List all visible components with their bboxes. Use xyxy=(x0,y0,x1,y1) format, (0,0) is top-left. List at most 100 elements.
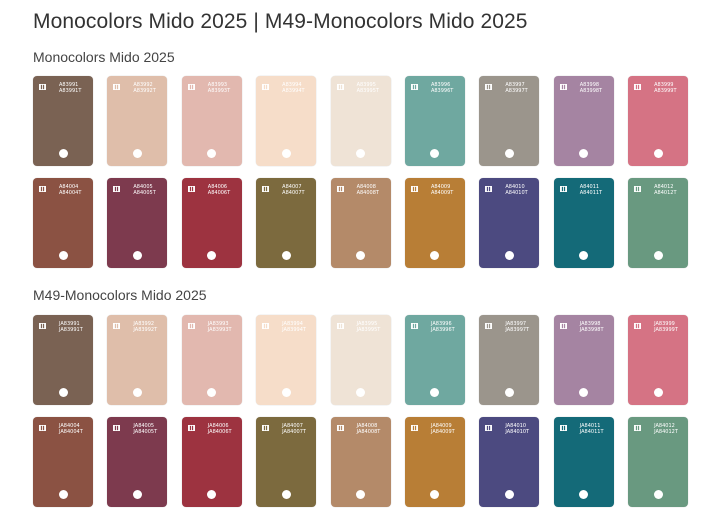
swatch-codes: A84006 A84006T xyxy=(208,184,230,196)
swatch-codes: A83999 A83999T xyxy=(654,82,676,94)
swatch-codes: JA84008 JA84008T xyxy=(357,423,381,435)
hang-hole-dot xyxy=(58,388,68,397)
color-swatch-card[interactable]: A83991 A83991T xyxy=(33,76,93,166)
barcode-icon xyxy=(559,425,567,431)
section-title-m49-monocolors: M49-Monocolors Mido 2025 xyxy=(33,287,207,303)
color-swatch-card[interactable]: A84010 A84010T xyxy=(479,178,540,268)
color-swatch-card[interactable]: A83993 A83993T xyxy=(181,76,242,166)
swatch-code-t: A84011T xyxy=(579,190,603,196)
color-swatch-card[interactable]: JA84007 JA84007T xyxy=(256,417,317,507)
color-swatch-card[interactable]: A83996 A83996T xyxy=(404,76,465,166)
barcode-icon xyxy=(410,186,418,192)
swatch-code-t: A83991T xyxy=(59,88,82,94)
swatch-code-t: JA83999T xyxy=(654,327,678,333)
swatch-code-t: A84009T xyxy=(430,190,454,196)
swatch-code: A83994 xyxy=(282,82,302,88)
color-swatch-card[interactable]: JA84012 JA84012T xyxy=(628,417,689,507)
color-swatch-card[interactable]: JA84011 JA84011T xyxy=(553,417,614,507)
barcode-icon xyxy=(39,425,46,431)
hang-hole-dot xyxy=(281,388,291,397)
color-swatch-card[interactable]: JA84006 JA84006T xyxy=(181,417,242,507)
swatch-codes: A84005 A84005T xyxy=(133,184,155,196)
color-swatch-card[interactable]: JA83991 JA83991T xyxy=(33,315,93,405)
color-swatch-card[interactable]: JA84004 JA84004T xyxy=(33,417,93,507)
swatch-code-t: A83995T xyxy=(356,88,379,94)
swatch-codes: JA84006 JA84006T xyxy=(208,423,232,435)
swatch-codes: JA83995 JA83995T xyxy=(357,321,381,333)
swatch-code: JA84009 xyxy=(430,423,452,429)
swatch-code-t: JA83993T xyxy=(207,327,232,333)
color-swatch-card[interactable]: A84011 A84011T xyxy=(553,178,614,268)
barcode-icon xyxy=(187,323,195,329)
color-swatch-card[interactable]: JA83998 JA83998T xyxy=(553,315,614,405)
color-swatch-card[interactable]: JA84009 JA84009T xyxy=(404,417,465,507)
color-swatch-card[interactable]: JA83996 JA83996T xyxy=(404,315,465,405)
color-swatch-card[interactable]: JA83995 JA83995T xyxy=(330,315,391,405)
swatch-code-t: JA84004T xyxy=(59,429,83,435)
color-swatch-card[interactable]: JA83999 JA83999T xyxy=(628,315,689,405)
swatch-code: A83996 xyxy=(430,82,451,88)
hang-hole-dot xyxy=(356,251,366,260)
barcode-icon xyxy=(113,186,121,192)
color-swatch-card[interactable]: JA84008 JA84008T xyxy=(330,417,391,507)
color-swatch-card[interactable]: A83994 A83994T xyxy=(256,76,317,166)
swatch-code-t: JA83998T xyxy=(579,327,604,333)
swatch-codes: A84004 A84004T xyxy=(59,184,81,196)
swatch-code: JA83992 xyxy=(133,321,155,327)
color-swatch-card[interactable]: JA84005 JA84005T xyxy=(107,417,168,507)
hang-hole-dot xyxy=(207,490,217,499)
swatch-code: JA84011 xyxy=(579,423,601,429)
color-swatch-card[interactable]: A84009 A84009T xyxy=(404,178,465,268)
color-swatch-card[interactable]: A84005 A84005T xyxy=(107,178,168,268)
color-swatch-card[interactable]: A83997 A83997T xyxy=(479,76,540,166)
barcode-icon xyxy=(187,84,195,90)
hang-hole-dot xyxy=(58,149,68,158)
hang-hole-dot xyxy=(579,251,589,260)
swatch-code-t: A83996T xyxy=(430,88,454,94)
swatch-codes: JA84010 JA84010T xyxy=(505,423,529,435)
barcode-icon xyxy=(634,186,642,192)
swatch-codes: JA84005 JA84005T xyxy=(133,423,157,435)
swatch-code: JA83999 xyxy=(654,321,675,327)
swatch-code: A83999 xyxy=(654,82,674,88)
barcode-icon xyxy=(187,425,195,431)
swatch-code: A83995 xyxy=(356,82,376,88)
color-swatch-card[interactable]: A83995 A83995T xyxy=(330,76,391,166)
color-swatch-card[interactable]: JA83992 JA83992T xyxy=(107,315,168,405)
swatch-code: A84008 xyxy=(356,184,376,190)
swatch-codes: JA83992 JA83992T xyxy=(133,321,157,333)
swatch-codes: JA84009 JA84009T xyxy=(431,423,455,435)
color-swatch-card[interactable]: JA83997 JA83997T xyxy=(479,315,540,405)
swatch-code-t: JA83992T xyxy=(133,327,158,333)
swatch-codes: JA83998 JA83998T xyxy=(580,321,604,333)
swatch-code-t: JA84009T xyxy=(430,429,455,435)
hang-hole-dot xyxy=(579,149,589,158)
swatch-code: A84004 xyxy=(59,184,79,190)
barcode-icon xyxy=(634,425,642,431)
swatch-code-t: JA84012T xyxy=(654,429,678,435)
swatch-code: A84007 xyxy=(282,184,302,190)
color-swatch-card[interactable]: A84012 A84012T xyxy=(628,178,689,268)
swatch-code: JA83995 xyxy=(356,321,378,327)
color-swatch-card[interactable]: JA83994 JA83994T xyxy=(256,315,317,405)
hang-hole-dot xyxy=(504,388,514,397)
color-swatch-card[interactable]: A84004 A84004T xyxy=(33,178,93,268)
color-swatch-card[interactable]: A83992 A83992T xyxy=(107,76,168,166)
color-swatch-card[interactable]: A84008 A84008T xyxy=(330,178,391,268)
color-swatch-card[interactable]: JA83993 JA83993T xyxy=(181,315,242,405)
color-swatch-card[interactable]: JA84010 JA84010T xyxy=(479,417,540,507)
barcode-icon xyxy=(39,84,46,90)
barcode-icon xyxy=(39,186,46,192)
color-swatch-card[interactable]: A83999 A83999T xyxy=(628,76,689,166)
swatch-code: JA84012 xyxy=(654,423,675,429)
hang-hole-dot xyxy=(430,251,440,260)
color-swatch-card[interactable]: A84006 A84006T xyxy=(181,178,242,268)
swatch-codes: A83992 A83992T xyxy=(133,82,155,94)
hang-hole-dot xyxy=(504,149,514,158)
swatch-codes: JA84012 JA84012T xyxy=(654,423,678,435)
hang-hole-dot xyxy=(132,149,142,158)
color-swatch-card[interactable]: A84007 A84007T xyxy=(256,178,317,268)
color-swatch-card[interactable]: A83998 A83998T xyxy=(553,76,614,166)
swatch-codes: JA84011 JA84011T xyxy=(580,423,604,435)
barcode-icon xyxy=(113,323,121,329)
